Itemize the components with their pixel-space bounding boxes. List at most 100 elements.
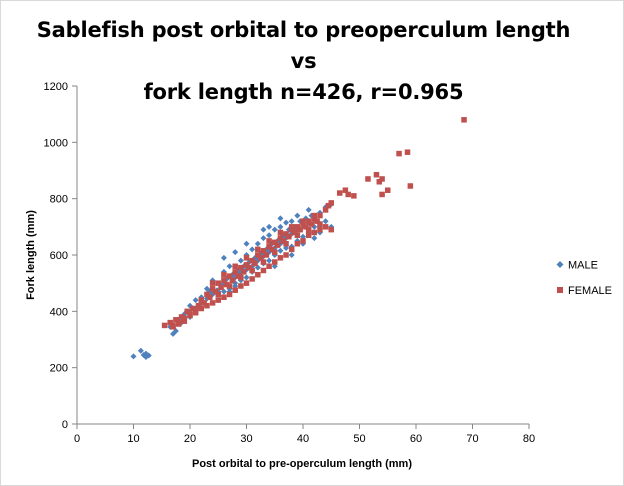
male-point xyxy=(232,249,239,256)
male-point xyxy=(305,206,312,213)
female-point xyxy=(288,224,295,230)
female-point xyxy=(277,255,284,261)
legend-label-male: MALE xyxy=(568,260,598,272)
female-point xyxy=(291,229,298,236)
female-point xyxy=(218,284,224,291)
x-tick-label: 30 xyxy=(240,433,252,445)
male-point xyxy=(288,218,295,225)
female-point xyxy=(336,190,343,196)
female-point xyxy=(272,249,278,255)
female-point xyxy=(209,300,216,306)
female-point xyxy=(243,255,250,261)
female-point xyxy=(294,240,301,247)
female-point xyxy=(283,252,289,258)
male-point xyxy=(311,235,318,242)
chart-title-line-1: Sablefish post orbital to preoperculum l… xyxy=(36,18,571,73)
female-point xyxy=(297,226,303,233)
female-point xyxy=(187,311,193,317)
female-point xyxy=(260,259,267,265)
y-tick-label: 800 xyxy=(50,194,68,206)
male-point xyxy=(322,218,329,225)
female-point xyxy=(263,252,270,258)
female-point xyxy=(288,226,295,233)
male-point xyxy=(130,353,137,360)
female-point xyxy=(181,318,188,324)
female-point xyxy=(178,314,185,320)
female-point xyxy=(266,238,272,244)
male-point xyxy=(266,232,273,239)
chart-title: Sablefish post orbital to preoperculum l… xyxy=(21,15,586,108)
female-point xyxy=(204,291,210,298)
female-point xyxy=(195,302,202,309)
female-point xyxy=(260,248,267,254)
axes xyxy=(76,86,529,425)
y-tick-label: 200 xyxy=(50,363,68,375)
x-axis-label: Post orbital to pre-operculum length (mm… xyxy=(192,458,412,470)
female-point xyxy=(209,286,216,292)
y-tick-label: 1000 xyxy=(44,137,68,149)
male-point xyxy=(137,347,144,354)
y-tick-label: 0 xyxy=(62,419,68,431)
female-point xyxy=(379,191,385,198)
male-point xyxy=(266,223,273,230)
female-point xyxy=(317,212,323,219)
female-point xyxy=(235,273,241,279)
male-point xyxy=(288,252,295,258)
female-point xyxy=(311,212,318,219)
female-point xyxy=(305,226,312,233)
female-point xyxy=(283,240,289,247)
female-point xyxy=(221,271,227,278)
female-point xyxy=(300,238,306,244)
male-point xyxy=(260,235,267,242)
female-point xyxy=(161,322,168,329)
male-point xyxy=(220,254,227,261)
female-point xyxy=(229,277,236,284)
female-point xyxy=(266,263,272,270)
x-tick-label: 50 xyxy=(353,433,365,445)
female-point xyxy=(288,246,295,253)
x-tick-label: 70 xyxy=(466,433,478,445)
legend-item-female: FEMALE xyxy=(557,285,612,297)
female-point xyxy=(345,191,351,198)
female-point xyxy=(376,179,383,185)
female-point xyxy=(283,231,289,237)
y-axis-ticks: 0 200 400 600 800 1000 1200 xyxy=(44,81,77,431)
female-point xyxy=(252,260,258,267)
female-point xyxy=(238,274,244,281)
female-point xyxy=(198,305,205,312)
female-point xyxy=(328,200,334,206)
male-point xyxy=(243,240,250,247)
female-point xyxy=(396,150,402,157)
male-point xyxy=(142,350,149,357)
male-point xyxy=(271,226,278,233)
female-point xyxy=(249,267,255,274)
female-point xyxy=(407,183,414,189)
female-point xyxy=(266,243,272,250)
female-point xyxy=(365,176,371,182)
female-point xyxy=(170,322,176,329)
male-point xyxy=(237,257,244,264)
female-point xyxy=(255,271,261,278)
female-point xyxy=(173,317,179,323)
male-point xyxy=(249,246,256,253)
female-point xyxy=(257,255,264,261)
female-point xyxy=(221,294,227,300)
male-point xyxy=(254,240,261,247)
female-point xyxy=(192,308,199,315)
female-point xyxy=(207,294,213,300)
legend-marker-female xyxy=(557,287,563,293)
female-point xyxy=(255,246,261,253)
female-point xyxy=(232,287,238,293)
x-tick-label: 40 xyxy=(297,433,309,445)
female-point xyxy=(373,171,380,178)
series-female xyxy=(161,117,467,330)
female-point xyxy=(322,224,329,230)
female-point xyxy=(404,149,411,155)
y-axis-label: Fork length (mm) xyxy=(25,210,37,300)
female-point xyxy=(294,232,301,239)
legend-item-male: MALE xyxy=(556,260,598,272)
male-point xyxy=(277,247,284,254)
female-point xyxy=(175,319,182,326)
female-point xyxy=(277,235,284,241)
female-point xyxy=(243,262,250,268)
